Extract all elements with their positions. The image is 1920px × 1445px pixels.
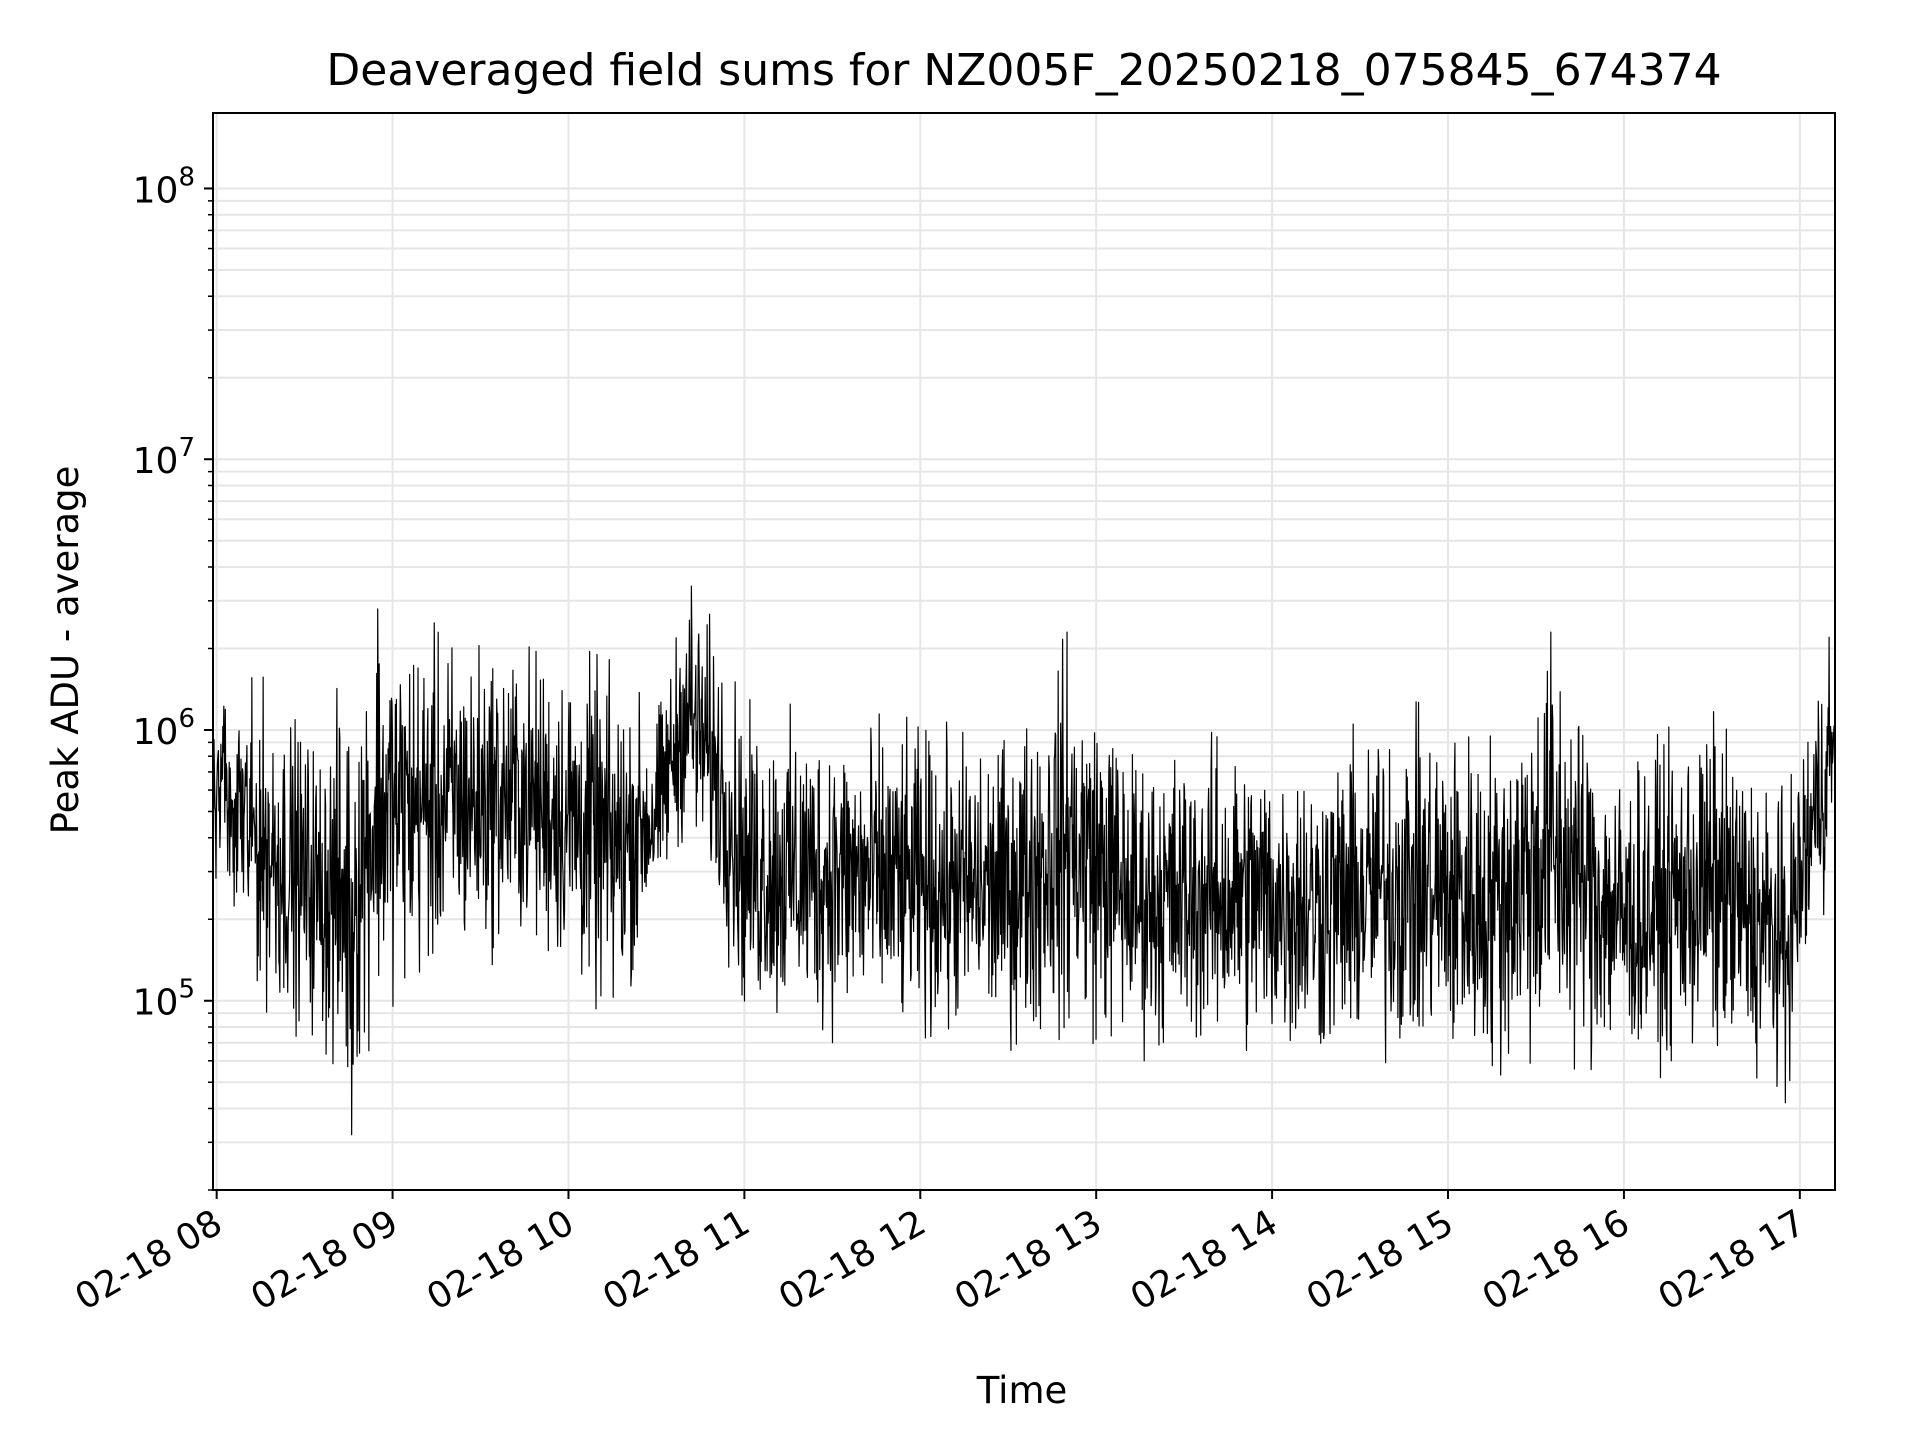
y-tick-label: 105 xyxy=(133,975,195,1024)
y-tick-label: 106 xyxy=(133,704,195,753)
series-path xyxy=(212,585,1836,1136)
y-axis-label: Peak ADU - average xyxy=(44,466,87,835)
y-tick-label: 107 xyxy=(133,433,195,482)
chart-title: Deaveraged field sums for NZ005F_2025021… xyxy=(326,45,1721,96)
y-axis: 105 106 107 108 xyxy=(133,162,213,1191)
x-axis-label: Time xyxy=(976,1369,1068,1412)
series-line xyxy=(212,585,1836,1136)
plot-frame xyxy=(212,112,1836,1191)
y-tick-label: 108 xyxy=(133,162,195,211)
